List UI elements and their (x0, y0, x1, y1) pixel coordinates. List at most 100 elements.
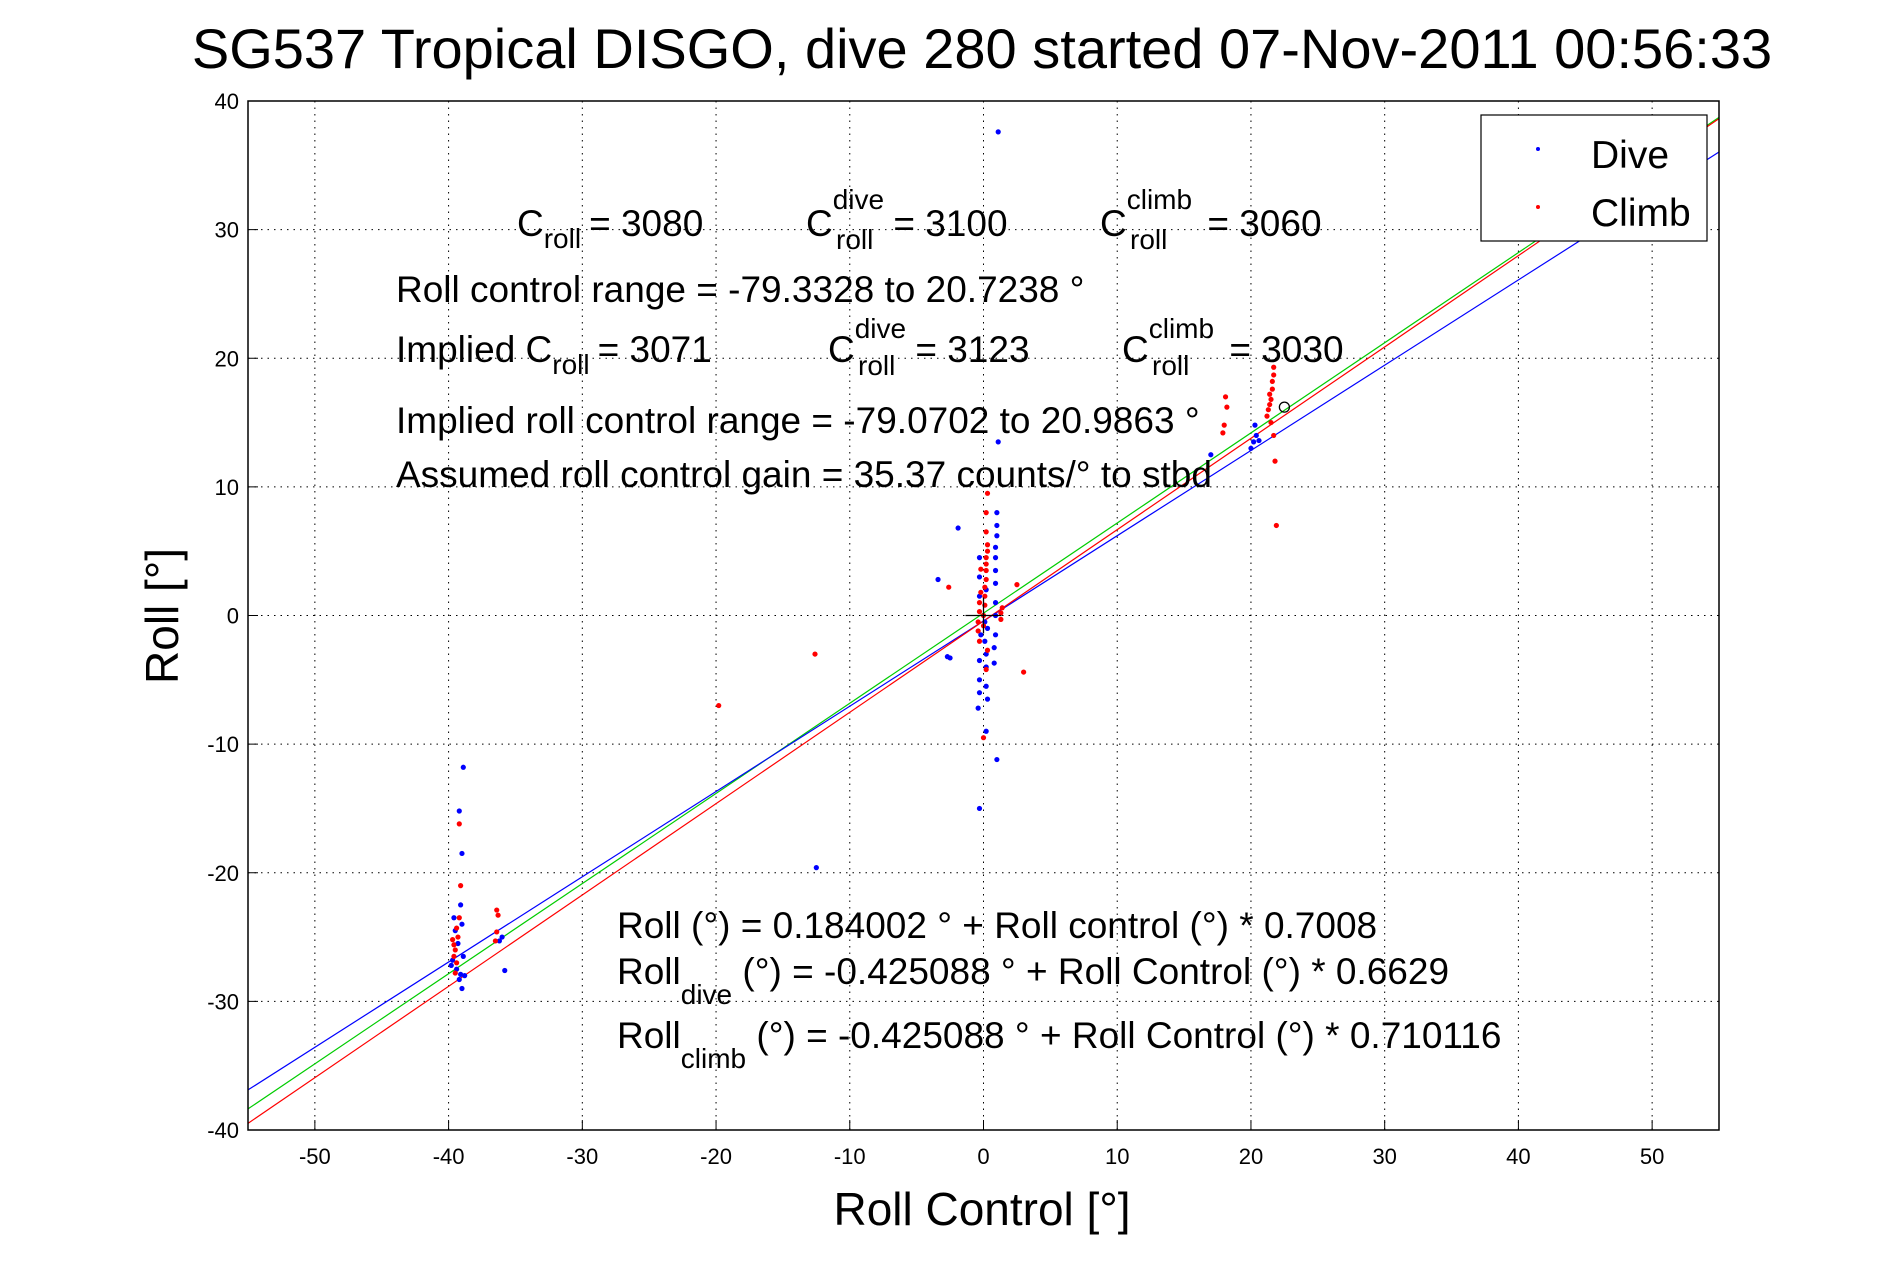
climb-point (980, 735, 987, 741)
climb-point (1273, 522, 1279, 529)
dive-point (502, 967, 508, 974)
dive-point (992, 567, 999, 574)
climb-point (998, 610, 1004, 616)
climb-point (984, 548, 991, 554)
x-tick-label: -50 (299, 1144, 331, 1169)
x-tick-label: 10 (1105, 1144, 1129, 1169)
climb-point (455, 934, 461, 940)
dive-point (1208, 452, 1214, 458)
climb-point (982, 584, 988, 590)
climb-point (999, 605, 1005, 611)
dive-point (1256, 437, 1262, 444)
climb-point (975, 628, 981, 634)
dive-point (947, 655, 953, 661)
dive-point (1252, 422, 1258, 428)
climb-point (1014, 582, 1020, 588)
annotation-implied-c-roll-climb: Cclimb roll = 3030 (1122, 313, 1344, 381)
dive-point (460, 764, 466, 770)
dive-point (976, 805, 983, 812)
climb-point (1271, 364, 1277, 370)
climb-point (494, 929, 500, 935)
x-tick-label: 50 (1640, 1144, 1664, 1169)
climb-point (983, 529, 989, 535)
dive-point (992, 544, 999, 550)
climb-point (1220, 430, 1226, 436)
climb-point (978, 566, 984, 572)
dive-point (984, 625, 991, 631)
equation-all: Roll (°) = 0.184002 ° + Roll control (°)… (617, 905, 1377, 946)
legend-dive-label: Dive (1591, 134, 1669, 177)
x-tick-label: 40 (1506, 1144, 1530, 1169)
climb-point (1221, 422, 1227, 428)
climb-point (983, 666, 989, 673)
y-tick-label: -10 (207, 732, 239, 757)
dive-point (994, 756, 1000, 763)
climb-point (495, 912, 501, 918)
dive-point (992, 600, 999, 606)
climb-point (454, 925, 460, 931)
annotation-c-roll-climb: Cclimb roll = 3060 (1100, 184, 1322, 255)
climb-point (450, 937, 456, 943)
climb-point (452, 947, 458, 953)
dive-point (499, 934, 505, 940)
annotation-gain: Assumed roll control gain = 35.37 counts… (396, 454, 1212, 495)
climb-point (1264, 413, 1270, 419)
climb-point (1222, 394, 1229, 400)
dive-point (976, 657, 983, 664)
climb-point (983, 555, 989, 561)
dive-point (992, 632, 999, 638)
climb-point (716, 702, 722, 709)
y-tick-label: -30 (207, 989, 239, 1014)
annotation-c-roll-dive: Cdive roll = 3100 (806, 184, 1008, 255)
dive-point (976, 690, 983, 696)
climb-point (998, 616, 1004, 622)
annotation-implied-c-roll-dive: Cdive roll = 3123 (828, 313, 1030, 381)
dive-point (448, 962, 454, 968)
dive-point (456, 976, 462, 983)
equation-climb: Rollclimb (°) = -0.425088 ° + Roll Contr… (617, 1015, 1501, 1074)
x-tick-label: -30 (566, 1144, 598, 1169)
dive-point (459, 985, 465, 992)
climb-point (984, 647, 991, 653)
dive-point (982, 638, 988, 644)
dive-point (496, 938, 503, 944)
legend-climb-label: Climb (1591, 192, 1691, 235)
dive-point (935, 576, 941, 583)
dive-point (976, 677, 983, 683)
dive-point (1251, 439, 1257, 445)
dive-point (991, 645, 997, 651)
climb-point (494, 907, 500, 913)
climb-point (1267, 391, 1273, 397)
annotation-implied-range: Implied roll control range = -79.0702 to… (396, 400, 1200, 441)
climb-point (976, 638, 983, 644)
dive-point (458, 971, 464, 977)
climb-point (456, 915, 462, 921)
climb-point (1268, 396, 1274, 403)
climb-point (1265, 407, 1271, 413)
climb-point (1224, 404, 1230, 410)
dive-point (1248, 445, 1254, 451)
dive-point (991, 660, 997, 666)
y-tick-label: 20 (215, 346, 239, 371)
dive-point (975, 705, 981, 711)
climb-point (1021, 669, 1027, 675)
dive-point (462, 973, 468, 979)
climb-point (492, 938, 498, 944)
dive-point (1253, 432, 1259, 439)
climb-point (1272, 458, 1278, 464)
climb-point (976, 609, 983, 615)
dive-point (451, 915, 457, 921)
y-tick-label: -20 (207, 861, 239, 886)
legend-climb-marker (1536, 205, 1540, 209)
climb-point (458, 883, 464, 889)
chart-title: SG537 Tropical DISGO, dive 280 started 0… (192, 17, 1772, 80)
dive-point (976, 555, 983, 561)
climb-point (983, 509, 989, 516)
climb-point (1271, 372, 1277, 378)
climb-point (1271, 432, 1277, 439)
climb-point (983, 561, 989, 567)
x-tick-label: 30 (1372, 1144, 1396, 1169)
y-tick-label: 0 (227, 604, 239, 629)
legend-box (1480, 114, 1708, 242)
dive-point (984, 696, 991, 702)
